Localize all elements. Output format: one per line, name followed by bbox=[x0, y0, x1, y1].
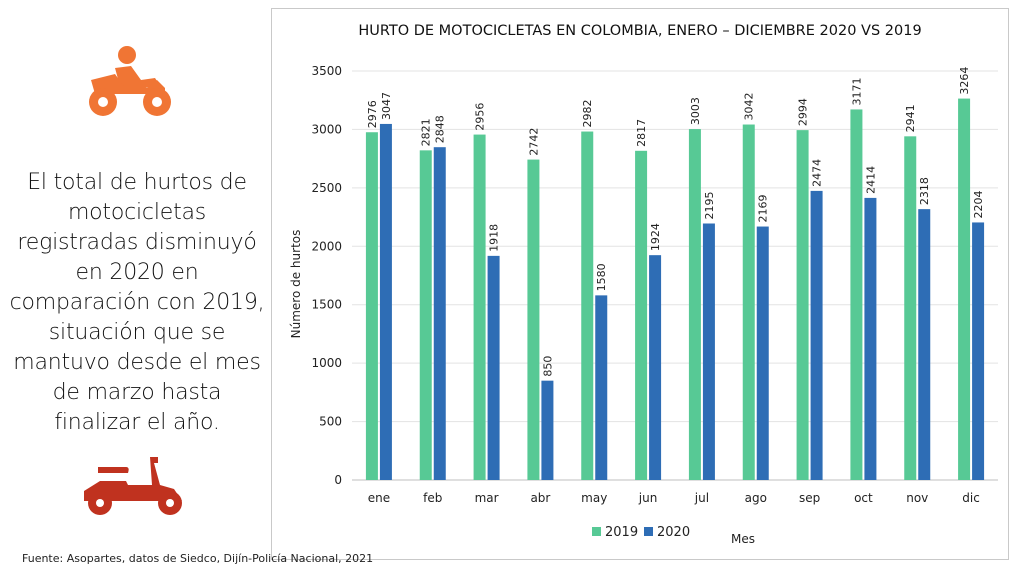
bar-2020-ene bbox=[379, 123, 392, 481]
data-label: 3042 bbox=[743, 93, 756, 121]
data-label: 3264 bbox=[958, 67, 971, 95]
y-tick-label: 3500 bbox=[311, 64, 342, 78]
bar-2019-nov bbox=[904, 136, 917, 480]
data-label: 3047 bbox=[380, 92, 393, 120]
x-tick-label: jun bbox=[638, 491, 658, 505]
x-tick-label: may bbox=[581, 491, 607, 505]
data-label: 2318 bbox=[918, 177, 931, 205]
data-label: 2204 bbox=[972, 190, 985, 218]
data-label: 2169 bbox=[757, 195, 770, 223]
bar-2020-jul bbox=[702, 223, 715, 480]
x-tick-label: mar bbox=[475, 491, 499, 505]
data-label: 2474 bbox=[811, 159, 824, 187]
bar-2020-dic bbox=[972, 222, 985, 481]
bar-2019-may bbox=[581, 131, 594, 481]
bar-2019-abr bbox=[527, 159, 540, 481]
x-tick-label: sep bbox=[799, 491, 820, 505]
x-tick-label: abr bbox=[530, 491, 550, 505]
bar-2019-dic bbox=[958, 98, 971, 481]
data-label: 2195 bbox=[703, 191, 716, 219]
bar-2019-ago bbox=[742, 124, 755, 480]
y-tick-label: 1500 bbox=[311, 298, 342, 312]
data-label: 2414 bbox=[864, 166, 877, 194]
data-label: 1924 bbox=[649, 223, 662, 251]
bar-2020-sep bbox=[810, 190, 823, 480]
data-label: 2821 bbox=[420, 118, 433, 146]
bar-2019-sep bbox=[796, 130, 809, 481]
summary-statement: El total de hurtos de motocicletas regis… bbox=[9, 170, 265, 435]
data-label: 2848 bbox=[434, 115, 447, 143]
x-axis-label: Mes bbox=[731, 532, 755, 546]
bar-2019-jul bbox=[688, 129, 701, 480]
x-tick-label: ene bbox=[368, 491, 390, 505]
data-label: 3171 bbox=[850, 77, 863, 105]
y-tick-label: 2500 bbox=[311, 181, 342, 195]
y-tick-label: 500 bbox=[319, 415, 342, 429]
bar-2020-nov bbox=[918, 209, 931, 481]
motorcycle-rider-icon bbox=[85, 44, 175, 120]
data-label: 2742 bbox=[527, 128, 540, 156]
bar-2019-jun bbox=[635, 150, 648, 481]
data-label: 2982 bbox=[581, 100, 594, 128]
y-tick-label: 1000 bbox=[311, 356, 342, 370]
bar-2020-mar bbox=[487, 255, 500, 480]
bar-2020-ago bbox=[756, 226, 769, 480]
chart-title: HURTO DE MOTOCICLETAS EN COLOMBIA, ENERO… bbox=[358, 23, 921, 39]
x-tick-label: oct bbox=[854, 491, 873, 505]
y-tick-label: 0 bbox=[334, 473, 342, 487]
data-label: 2941 bbox=[904, 104, 917, 132]
bar-2019-mar bbox=[473, 134, 486, 480]
source-note: Fuente: Asopartes, datos de Siedco, Dijí… bbox=[22, 552, 374, 565]
data-label: 1918 bbox=[488, 224, 501, 252]
x-tick-label: jul bbox=[694, 491, 709, 505]
scooter-icon bbox=[78, 455, 188, 517]
legend-entry: 2019 bbox=[605, 525, 638, 540]
x-tick-label: nov bbox=[906, 491, 928, 505]
bar-2020-may bbox=[595, 295, 608, 480]
bar-2019-oct bbox=[850, 109, 863, 481]
x-tick-label: feb bbox=[423, 491, 442, 505]
legend-swatch bbox=[592, 527, 601, 536]
data-label: 2956 bbox=[474, 103, 487, 131]
bar-2020-jun bbox=[649, 255, 662, 480]
bar-2020-feb bbox=[433, 147, 446, 480]
data-label: 2976 bbox=[366, 100, 379, 128]
legend-entry: 2020 bbox=[657, 525, 690, 540]
bar-2019-ene bbox=[365, 132, 378, 480]
data-label: 1580 bbox=[595, 263, 608, 291]
data-label: 3003 bbox=[689, 97, 702, 125]
x-tick-label: ago bbox=[745, 491, 767, 505]
data-label: 2994 bbox=[797, 98, 810, 126]
y-tick-label: 2000 bbox=[311, 239, 342, 253]
data-label: 850 bbox=[541, 356, 554, 377]
x-tick-label: dic bbox=[962, 491, 980, 505]
y-axis-label: Número de hurtos bbox=[289, 230, 303, 339]
bar-2020-abr bbox=[541, 380, 554, 480]
y-tick-label: 3000 bbox=[311, 122, 342, 136]
legend-swatch bbox=[644, 527, 653, 536]
data-label: 2817 bbox=[635, 119, 648, 147]
bar-2020-oct bbox=[864, 197, 877, 480]
bar-chart: HURTO DE MOTOCICLETAS EN COLOMBIA, ENERO… bbox=[289, 23, 998, 546]
chart-panel: HURTO DE MOTOCICLETAS EN COLOMBIA, ENERO… bbox=[271, 8, 1009, 560]
bar-2019-feb bbox=[419, 150, 432, 480]
